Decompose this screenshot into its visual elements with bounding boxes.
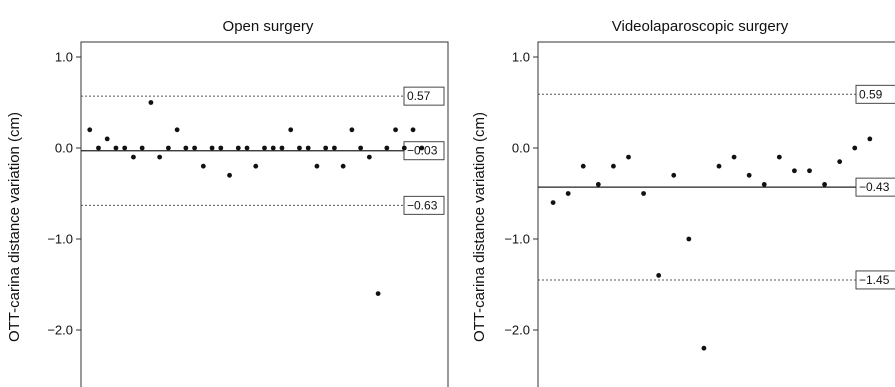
data-point — [761, 182, 767, 187]
data-point — [716, 163, 722, 169]
data-point — [565, 191, 571, 196]
reference-line-label: −0.03 — [407, 144, 438, 158]
reference-label-box — [403, 195, 445, 215]
data-point — [358, 145, 364, 151]
data-point — [288, 127, 294, 133]
data-point — [297, 145, 302, 151]
y-tick-label: −1.0 — [47, 232, 73, 247]
data-point — [148, 100, 154, 105]
data-point — [270, 145, 276, 151]
data-point — [122, 145, 128, 151]
reference-line-label: −0.43 — [859, 180, 890, 194]
reference-label-box — [403, 86, 445, 106]
data-point — [626, 154, 631, 160]
plot-frame — [537, 41, 895, 387]
data-point — [686, 236, 692, 242]
reference-label-box — [855, 270, 895, 290]
data-point — [641, 191, 646, 196]
data-point — [165, 145, 171, 151]
data-point — [279, 145, 285, 151]
data-point — [807, 168, 812, 174]
reference-line-label: −0.63 — [407, 198, 438, 212]
data-point — [340, 163, 346, 169]
data-point — [375, 291, 381, 296]
data-point — [656, 273, 662, 278]
data-point — [314, 163, 320, 169]
data-point — [332, 145, 337, 151]
y-tick-label: 1.0 — [512, 50, 530, 65]
data-point — [87, 127, 93, 133]
data-point — [262, 145, 267, 151]
data-point — [131, 154, 136, 160]
y-tick-label: 0.0 — [55, 141, 73, 156]
reference-line-label: −1.45 — [859, 273, 890, 287]
data-point — [401, 145, 407, 151]
reference-line-label: 0.57 — [407, 89, 431, 103]
data-point — [96, 145, 101, 151]
data-point — [671, 172, 677, 178]
data-point — [157, 154, 163, 160]
panel-title: Open surgery — [223, 18, 314, 35]
data-point — [139, 145, 145, 151]
data-point — [595, 182, 601, 187]
reference-label-box — [403, 141, 445, 161]
data-point — [192, 145, 197, 151]
data-point — [253, 163, 259, 169]
data-point — [746, 172, 752, 178]
y-tick-label: 1.0 — [55, 50, 73, 65]
reference-label-box — [855, 84, 895, 104]
data-point — [837, 159, 843, 165]
videolaparoscopic-surgery-panel: Videolaparoscopic surgery OTT-carina dis… — [471, 18, 895, 387]
data-point — [244, 145, 250, 151]
y-tick-label: −2.0 — [47, 323, 73, 338]
data-point — [580, 163, 586, 169]
reference-label-box — [855, 177, 895, 197]
data-point — [349, 127, 355, 133]
data-point — [776, 154, 782, 160]
reference-line-label: 0.59 — [859, 87, 883, 101]
y-tick-label: 0.0 — [512, 141, 530, 156]
data-point — [611, 163, 616, 169]
data-point — [384, 145, 390, 151]
data-point — [113, 145, 119, 151]
open-surgery-panel: Open surgery OTT-carina distance variati… — [6, 18, 449, 387]
data-point — [393, 127, 398, 133]
y-axis-label: OTT-carina distance variation (cm) — [471, 112, 488, 342]
data-point — [305, 145, 311, 151]
y-tick-label: −1.0 — [504, 232, 530, 247]
data-point — [731, 154, 737, 160]
data-point — [174, 127, 180, 133]
data-point — [183, 145, 189, 151]
y-axis-label: OTT-carina distance variation (cm) — [6, 112, 23, 342]
data-point — [701, 345, 707, 351]
data-point — [822, 182, 827, 187]
data-point — [410, 127, 416, 133]
y-tick-label: −2.0 — [504, 323, 530, 338]
plot-frame — [80, 41, 449, 387]
data-point — [200, 163, 206, 169]
data-point — [852, 145, 858, 151]
data-point — [366, 154, 372, 160]
data-point — [419, 145, 425, 151]
panel-title: Videolaparoscopic surgery — [612, 18, 789, 35]
data-point — [218, 145, 224, 151]
data-point — [550, 200, 556, 206]
data-point — [323, 145, 329, 151]
data-point — [104, 136, 110, 142]
data-point — [235, 145, 241, 151]
data-point — [867, 136, 873, 142]
data-point — [209, 145, 215, 151]
data-point — [792, 168, 797, 174]
data-point — [227, 172, 232, 178]
